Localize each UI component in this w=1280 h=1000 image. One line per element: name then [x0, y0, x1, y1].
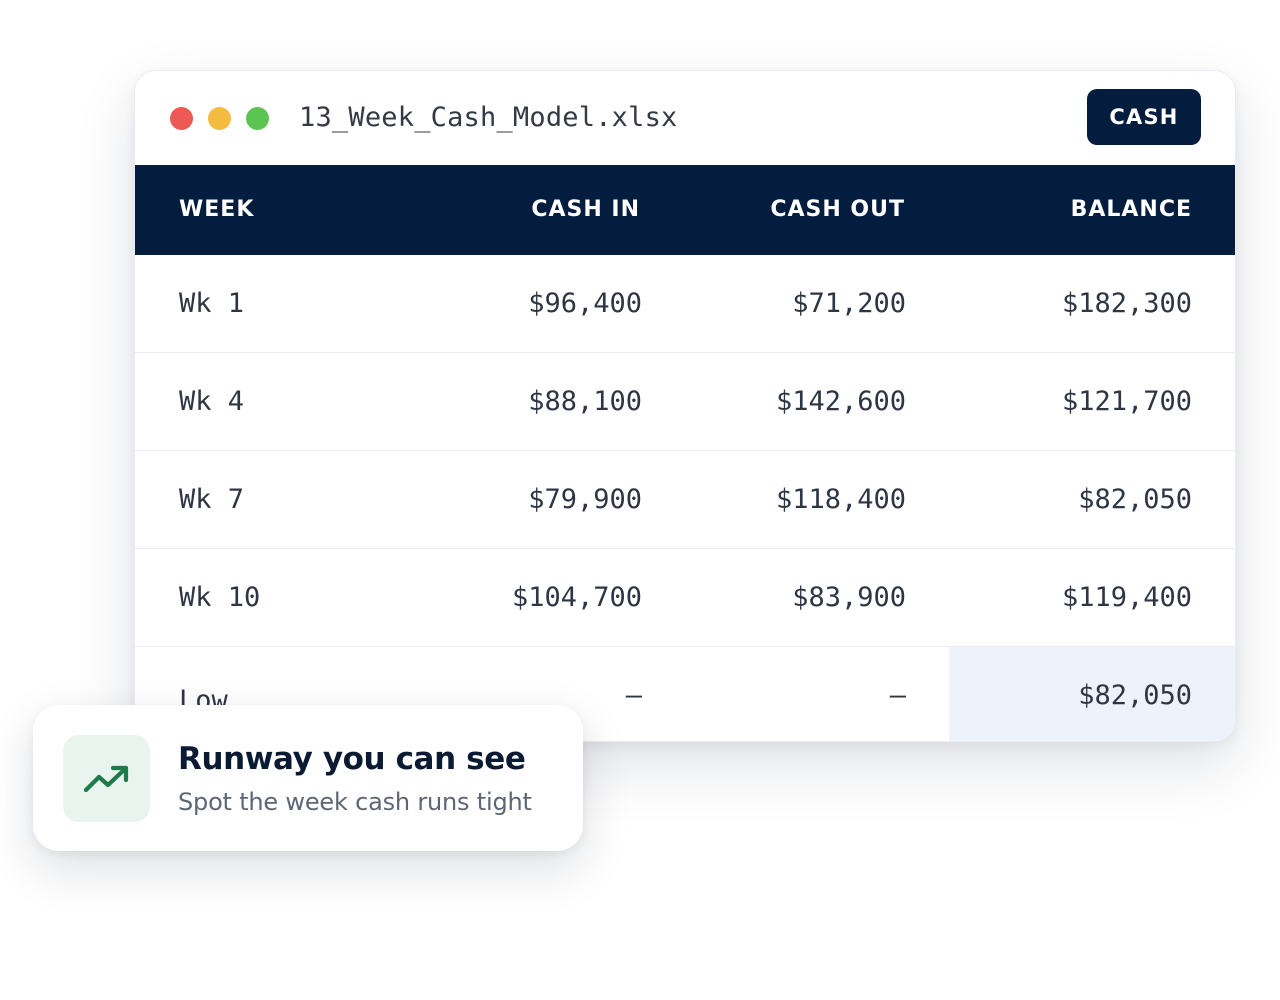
cell-cash-out: $142,600 [775, 386, 906, 417]
cell-cash-out: – [889, 680, 906, 711]
cell-balance: $119,400 [1061, 582, 1192, 613]
cell-week: Wk 4 [179, 386, 245, 417]
cell-cash-out: $118,400 [775, 484, 906, 515]
cell-balance: $182,300 [1061, 288, 1192, 319]
file-name: 13_Week_Cash_Model.xlsx [299, 102, 678, 133]
header-cash-out[interactable]: CASH OUT [770, 197, 905, 222]
cell-cash-in: – [625, 680, 642, 711]
cell-balance-low: $82,050 [1078, 680, 1192, 711]
spreadsheet-window: 13_Week_Cash_Model.xlsx CASH WEEK CASH I… [134, 70, 1236, 742]
cell-cash-in: $104,700 [511, 582, 642, 613]
cell-week: Wk 7 [179, 484, 245, 515]
runway-callout-card: Runway you can see Spot the week cash ru… [33, 705, 583, 851]
cash-badge-button[interactable]: CASH [1087, 89, 1201, 145]
cell-cash-in: $79,900 [528, 484, 642, 515]
cell-cash-in: $88,100 [528, 386, 642, 417]
header-week[interactable]: WEEK [179, 197, 255, 222]
table-row[interactable]: Wk 4 $88,100 $142,600 $121,700 [135, 353, 1235, 451]
table-row[interactable]: Wk 10 $104,700 $83,900 $119,400 [135, 549, 1235, 647]
card-subtitle: Spot the week cash runs tight [178, 788, 532, 816]
window-titlebar: 13_Week_Cash_Model.xlsx CASH [135, 71, 1235, 165]
minimize-window-button[interactable] [208, 107, 231, 130]
low-balance-highlight [949, 647, 1235, 741]
cell-cash-out: $83,900 [792, 582, 906, 613]
trending-up-icon [63, 735, 150, 822]
table-row[interactable]: Wk 1 $96,400 $71,200 $182,300 [135, 255, 1235, 353]
cell-balance: $121,700 [1061, 386, 1192, 417]
cell-balance: $82,050 [1078, 484, 1192, 515]
close-window-button[interactable] [170, 107, 193, 130]
table-row[interactable]: Wk 7 $79,900 $118,400 $82,050 [135, 451, 1235, 549]
cell-cash-in: $96,400 [528, 288, 642, 319]
cell-cash-out: $71,200 [792, 288, 906, 319]
cell-week: Wk 10 [179, 582, 261, 613]
card-title: Runway you can see [178, 741, 526, 777]
maximize-window-button[interactable] [246, 107, 269, 130]
table-header: WEEK CASH IN CASH OUT BALANCE [135, 165, 1235, 255]
header-cash-in[interactable]: CASH IN [531, 197, 640, 222]
header-balance[interactable]: BALANCE [1070, 197, 1192, 222]
cell-week: Wk 1 [179, 288, 245, 319]
